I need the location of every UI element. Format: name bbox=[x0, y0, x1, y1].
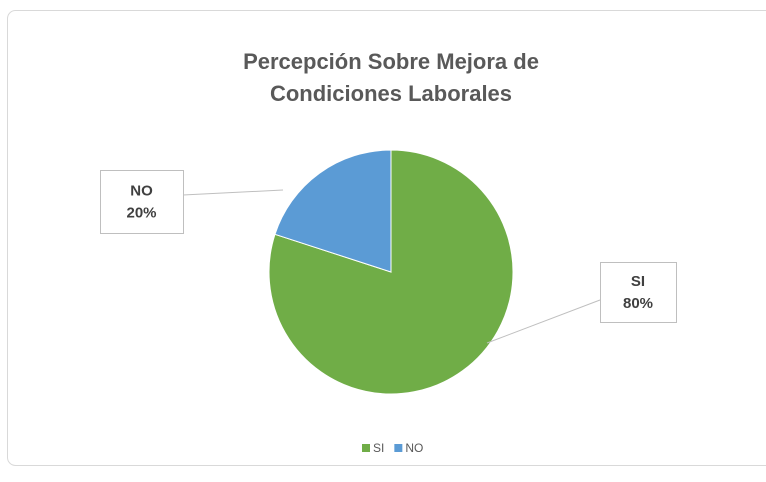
legend-label: SI bbox=[373, 441, 384, 455]
leader-line bbox=[486, 299, 601, 344]
legend-swatch bbox=[362, 444, 370, 452]
data-label-value: 20% bbox=[126, 204, 156, 221]
legend-swatch bbox=[394, 444, 403, 452]
data-label-box bbox=[600, 262, 677, 323]
data-label-value: 80% bbox=[623, 295, 653, 312]
data-label-name: NO bbox=[130, 182, 153, 199]
chart-title: Percepción Sobre Mejora de Condiciones L… bbox=[243, 49, 539, 106]
legend-label: NO bbox=[405, 441, 423, 455]
leader-line bbox=[182, 189, 284, 196]
pie-slice bbox=[274, 149, 392, 273]
data-label-box bbox=[100, 170, 184, 234]
data-label-name: SI bbox=[631, 273, 645, 290]
